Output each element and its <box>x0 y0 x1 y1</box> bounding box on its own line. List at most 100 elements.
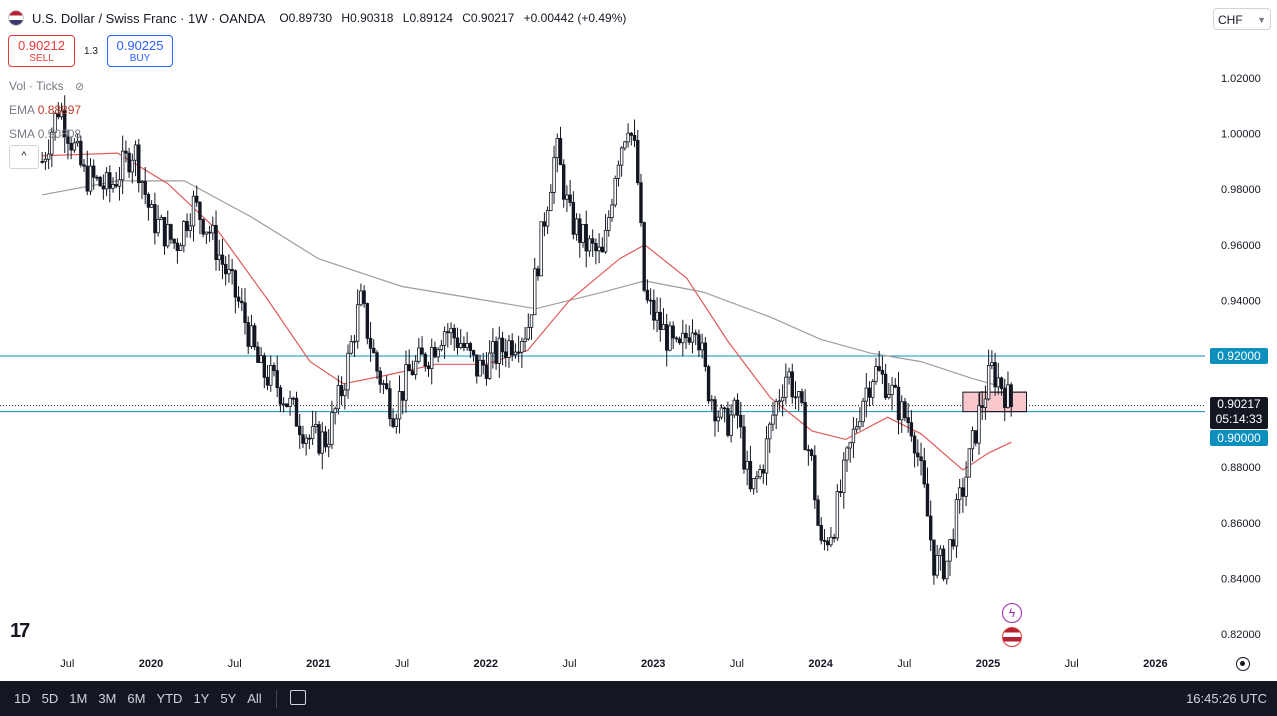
candle-body <box>166 224 170 247</box>
candle-body <box>935 555 939 576</box>
sell-button[interactable]: 0.90212 SELL <box>8 35 75 67</box>
eye-off-icon[interactable]: ⊘ <box>75 81 85 93</box>
y-tick-label: 1.00000 <box>1221 129 1261 141</box>
candle-body <box>768 423 772 440</box>
symbol-title[interactable]: U.S. Dollar / Swiss Franc · 1W · OANDA <box>32 10 266 26</box>
legend-sma[interactable]: SMA 0.90808 <box>9 127 81 141</box>
candle-body <box>88 165 93 192</box>
candle-body <box>156 219 160 234</box>
candle-body <box>645 289 650 301</box>
candle-body <box>475 354 479 377</box>
ema-line <box>42 152 1012 471</box>
candle-body <box>333 408 337 414</box>
candle-body <box>330 412 334 445</box>
candle-body <box>462 343 466 348</box>
range-1m[interactable]: 1M <box>69 691 88 706</box>
candle-body <box>842 459 846 493</box>
candle-body <box>665 324 669 351</box>
range-5y[interactable]: 5Y <box>220 691 237 706</box>
candle-body <box>871 381 875 398</box>
candle-body <box>616 164 621 179</box>
us-flag-event-icon[interactable] <box>1002 627 1022 647</box>
candle-body <box>423 353 427 367</box>
candle-body <box>941 548 946 580</box>
range-ytd[interactable]: YTD <box>156 691 183 706</box>
candle-body <box>201 219 205 235</box>
x-tick-label: 2022 <box>474 658 498 670</box>
candle-body <box>56 112 60 118</box>
candle-body <box>825 540 830 546</box>
candle-body <box>745 461 749 470</box>
candle-body <box>536 268 540 277</box>
x-tick-label: 2021 <box>306 658 330 670</box>
range-3m[interactable]: 3M <box>98 691 117 706</box>
candle-body <box>82 164 86 167</box>
candle-body <box>713 399 717 422</box>
candle-body <box>484 364 489 379</box>
candle-body <box>291 397 295 400</box>
candle-body <box>893 384 897 388</box>
candle-body <box>349 341 353 354</box>
candle-body <box>410 370 415 376</box>
candle-body <box>800 391 804 403</box>
sell-label: SELL <box>29 53 54 64</box>
tradingview-logo[interactable]: 17 <box>10 620 30 642</box>
lightning-event-icon[interactable]: ϟ <box>1002 603 1022 623</box>
candle-body <box>520 341 524 353</box>
range-1y[interactable]: 1Y <box>193 691 210 706</box>
range-1d[interactable]: 1D <box>14 691 31 706</box>
candle-body <box>819 524 823 541</box>
candle-body <box>487 352 492 379</box>
candle-body <box>69 143 73 151</box>
ema-label: EMA <box>9 103 35 117</box>
range-6m[interactable]: 6M <box>127 691 146 706</box>
price-label-level-900: 0.90000 <box>1210 430 1268 446</box>
candle-body <box>343 389 347 397</box>
candle-body <box>539 221 543 277</box>
candle-body <box>172 238 176 244</box>
candle-body <box>359 290 363 306</box>
candle-body <box>977 405 981 444</box>
legend-volume[interactable]: Vol · Ticks ⊘ <box>9 79 84 93</box>
candle-body <box>693 332 698 336</box>
candle-body <box>970 430 975 450</box>
candle-body <box>310 426 315 439</box>
chart-plot-area[interactable]: 1.02000 1.00000 0.98000 0.96000 0.94000 0.920… <box>0 0 1277 681</box>
collapse-legend-button[interactable]: ^ <box>9 145 39 169</box>
candle-body <box>867 387 872 398</box>
high-value: 0.90318 <box>350 11 394 25</box>
candle-body <box>545 210 550 227</box>
y-tick-label: 0.86000 <box>1221 518 1261 530</box>
candle-body <box>262 355 267 378</box>
gear-icon[interactable] <box>1236 657 1250 671</box>
currency-selector[interactable]: CHF ▼ <box>1213 8 1271 30</box>
candle-body <box>883 373 888 398</box>
bottom-toolbar: 1D 5D 1M 3M 6M YTD 1Y 5Y All 16:45:26 UTC <box>0 681 1277 716</box>
candle-body <box>413 360 418 376</box>
candle-body <box>478 359 482 377</box>
legend-ema[interactable]: EMA 0.88897 <box>9 103 81 117</box>
candle-body <box>175 242 180 251</box>
candle-body <box>220 254 225 265</box>
candle-body <box>681 332 685 344</box>
candle-body <box>243 302 247 323</box>
candle-body <box>574 218 579 235</box>
candle-body <box>1003 388 1007 408</box>
low-label: L <box>402 11 410 25</box>
calendar-range-icon[interactable] <box>290 690 306 705</box>
utc-clock[interactable]: 16:45:26 UTC <box>1186 691 1267 706</box>
range-all[interactable]: All <box>247 691 262 706</box>
candle-body <box>549 192 553 212</box>
candle-body <box>864 387 869 402</box>
buy-button[interactable]: 0.90225 BUY <box>107 35 173 67</box>
change-value: +0.00442 (+0.49%) <box>523 11 627 25</box>
candle-body <box>954 499 959 547</box>
candle-body <box>739 414 743 428</box>
candle-body <box>394 418 399 427</box>
candle-body <box>436 349 440 358</box>
sma-value: 0.90808 <box>37 127 82 141</box>
candle-body <box>890 384 894 395</box>
range-5d[interactable]: 5D <box>41 691 59 706</box>
candle-body <box>40 160 44 163</box>
candle-body <box>932 539 936 576</box>
